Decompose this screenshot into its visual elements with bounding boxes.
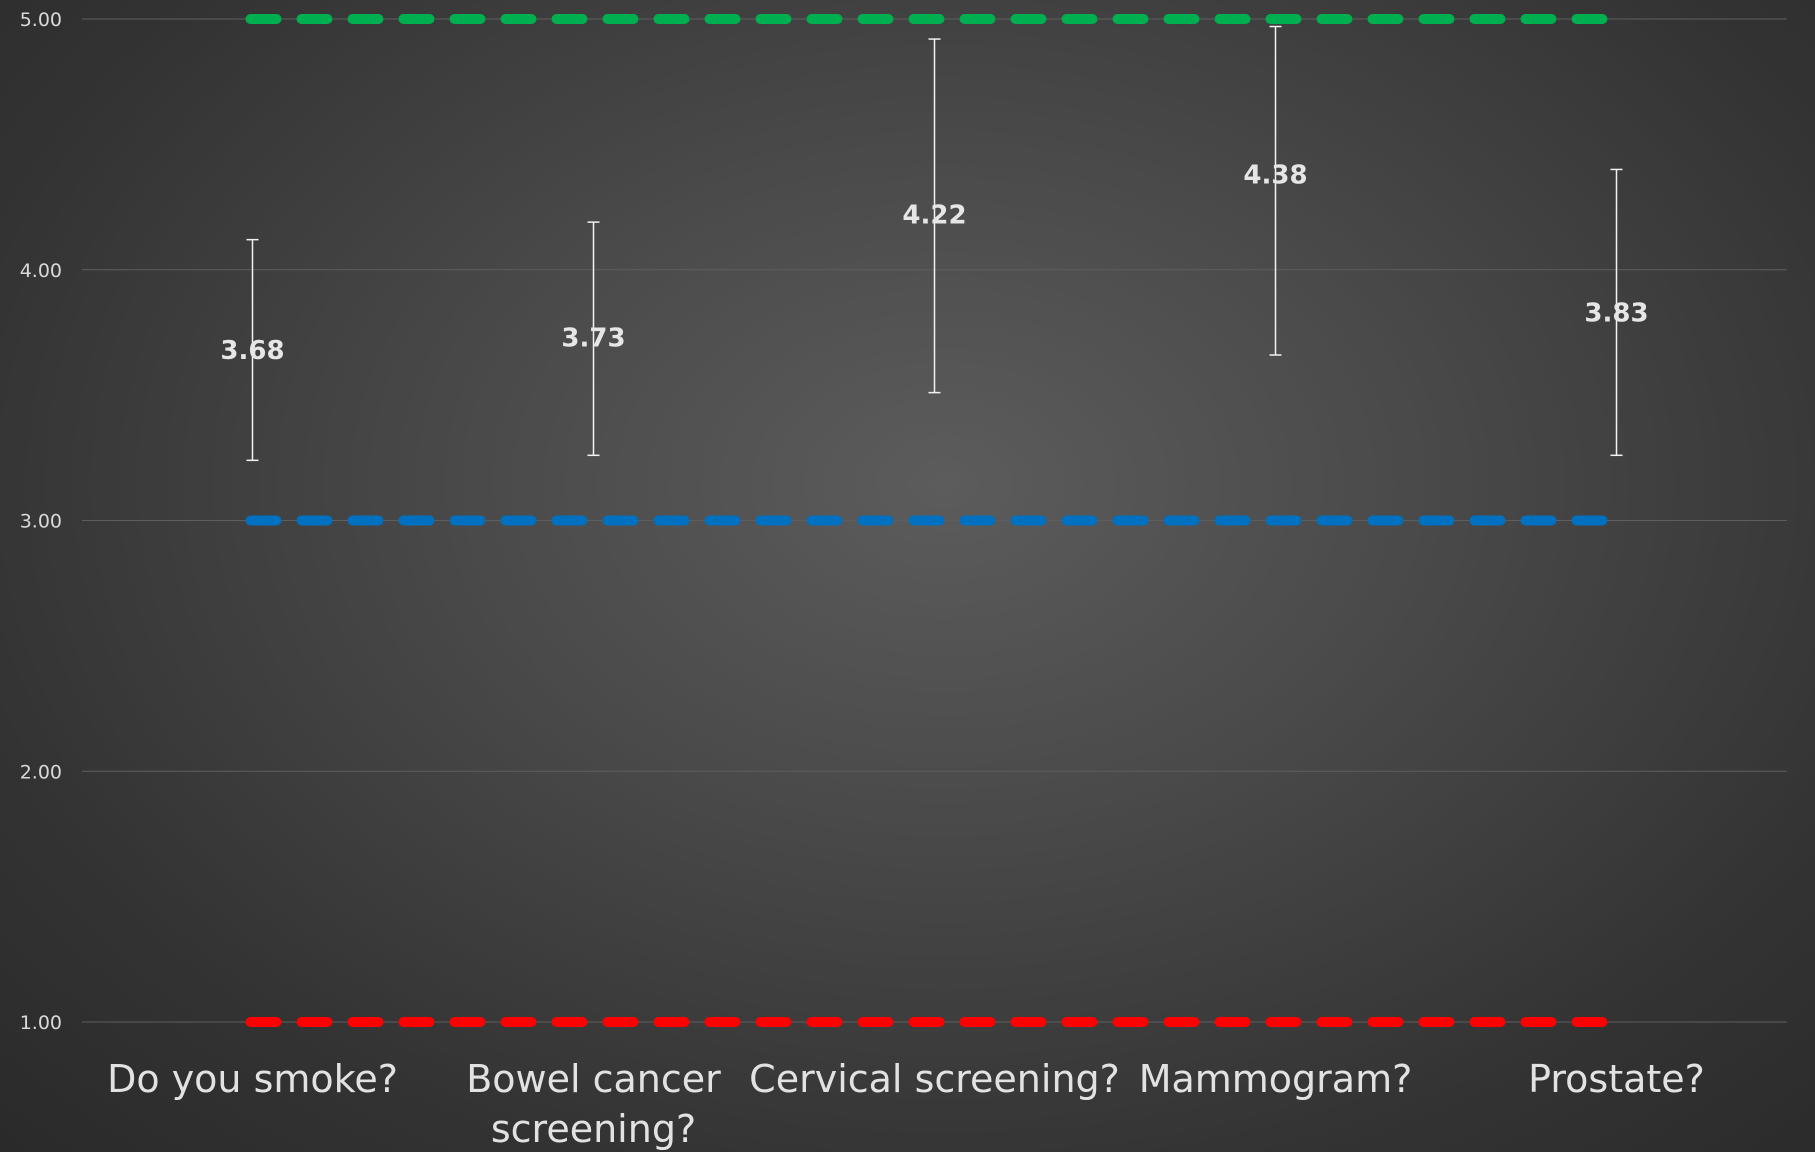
data-labels: 3.68 3.73 4.22 4.38 3.83 [220,160,1648,366]
y-tick-label: 5.00 [20,9,62,31]
error-bars [246,25,1623,462]
x-category-label: Cervical screening? [749,1057,1120,1101]
x-category-label: Prostate? [1528,1057,1705,1101]
x-category-label: Do you smoke? [107,1057,398,1101]
x-category-label: Mammogram? [1139,1057,1413,1101]
y-tick-label: 2.00 [20,761,62,783]
x-category-label: Bowel cancer [466,1057,721,1101]
data-label: 3.68 [220,336,284,366]
data-label: 3.83 [1584,298,1648,328]
y-tick-label: 4.00 [20,260,62,282]
data-label: 4.38 [1243,160,1307,190]
data-label: 3.73 [561,323,625,353]
y-axis-ticks: 1.00 2.00 3.00 4.00 5.00 [20,9,62,1034]
data-label: 4.22 [902,201,966,231]
y-tick-label: 1.00 [20,1012,62,1034]
reference-lines [245,14,1622,1027]
x-axis-categories: Do you smoke? Bowel cancer screening? Cervi… [107,1057,1705,1151]
x-category-label: screening? [491,1107,696,1151]
y-tick-label: 3.00 [20,511,62,533]
